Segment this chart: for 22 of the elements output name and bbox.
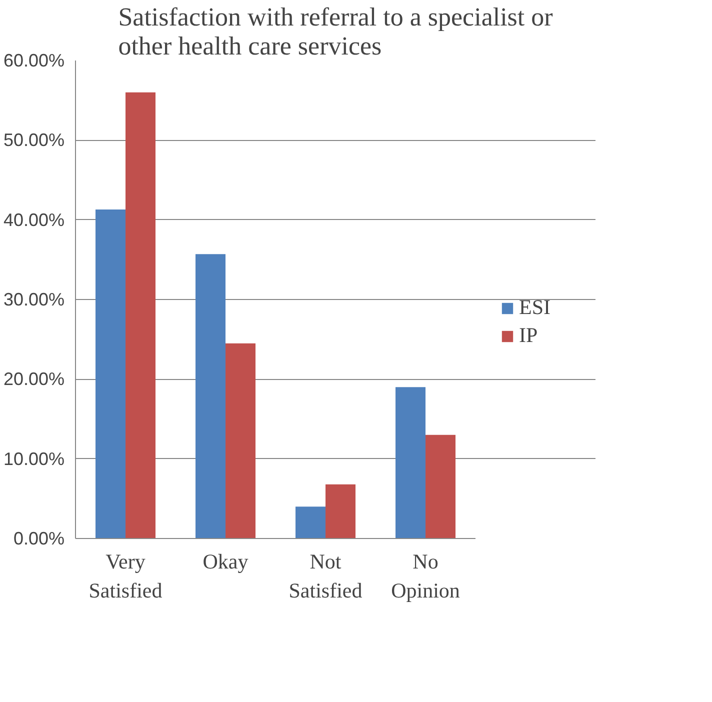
- bar: [426, 434, 456, 538]
- chart-title: Satisfaction with referral to a specialist or other health care services: [118, 2, 554, 60]
- bar: [396, 387, 426, 538]
- bar: [196, 254, 226, 538]
- y-tick-label: 10.00%: [3, 448, 65, 469]
- x-tick-label: Okay: [202, 550, 249, 574]
- x-tick-label: No Opinion: [391, 550, 460, 602]
- bar: [96, 209, 126, 538]
- legend-label: IP: [519, 323, 539, 348]
- x-tick-label: Not Satisfied: [288, 550, 363, 602]
- y-tick-label: 20.00%: [3, 369, 65, 390]
- bar: [126, 92, 156, 538]
- x-tick-label: Very Satisfied: [88, 550, 163, 602]
- y-tick-label: 60.00%: [3, 50, 65, 70]
- bar: [296, 506, 326, 538]
- legend-label: ESI: [519, 295, 550, 320]
- y-tick-label: 30.00%: [3, 290, 65, 310]
- y-tick-label: 50.00%: [3, 130, 65, 150]
- bar: [326, 484, 356, 538]
- y-tick-label: 0.00%: [13, 528, 65, 548]
- y-tick-label: 40.00%: [3, 210, 65, 230]
- bar: [226, 343, 256, 538]
